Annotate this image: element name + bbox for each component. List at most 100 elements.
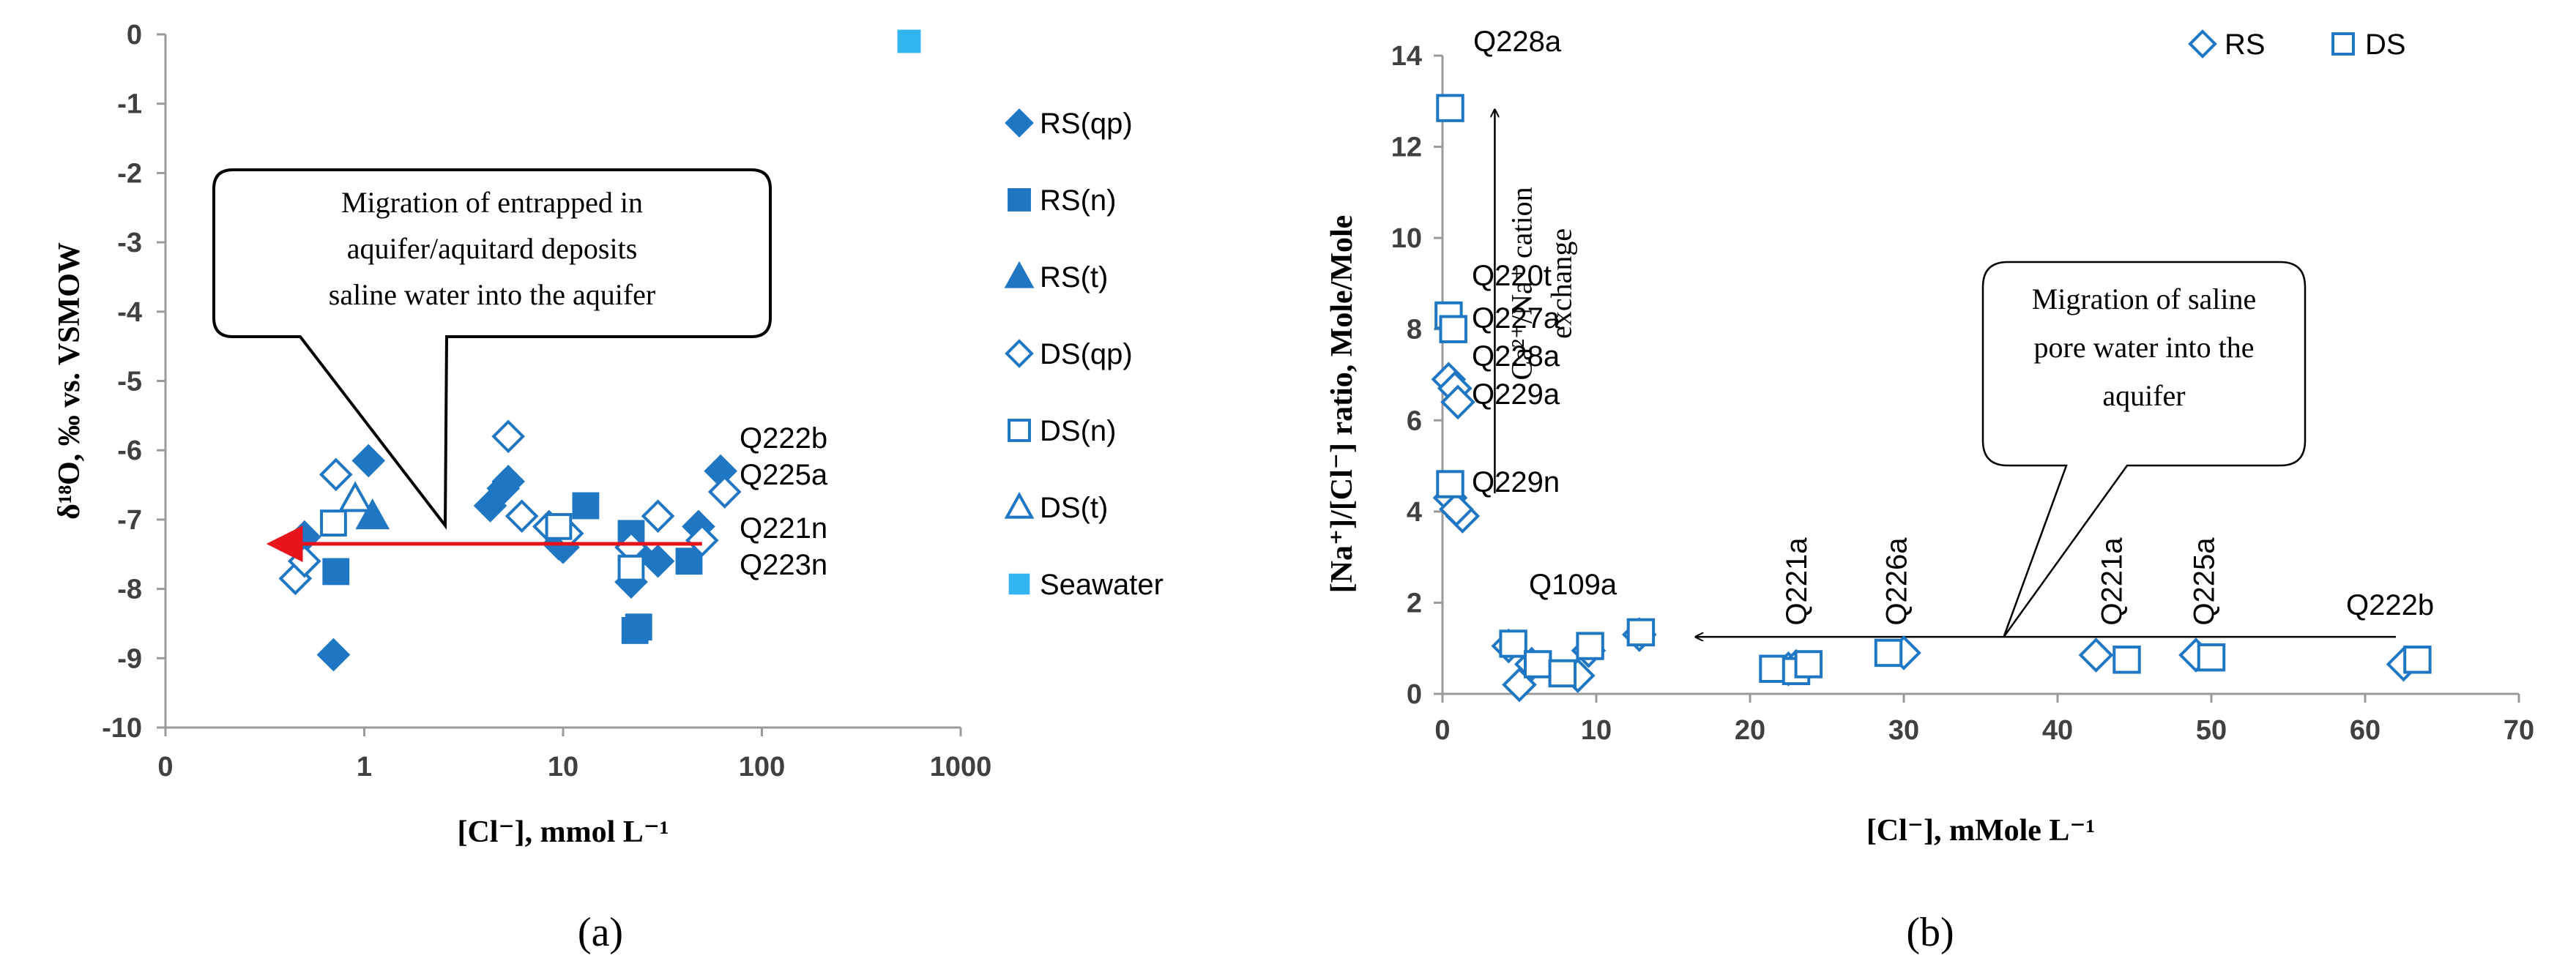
panel-a-point-label: Q223n (740, 549, 827, 581)
panel-a-callout-text: saline water into the aquifer (329, 278, 655, 311)
panel-b-y-tick-label: 10 (1391, 223, 1422, 254)
panel-a-point-seawater (897, 29, 921, 53)
panel-a-legend-marker-rs-n (1008, 188, 1031, 212)
panel-a-point-rs-qp (316, 638, 351, 672)
panel-a-callout-text: aquifer/aquitard deposits (347, 232, 638, 265)
panel-b-y-tick-label: 6 (1407, 405, 1422, 436)
panel-b-point-label: Q220t (1472, 260, 1552, 292)
panel-b-y-axis-label: [Na⁺]/[Cl⁻] ratio, Mole/Mole (1325, 215, 1359, 594)
panel-b-x-tick-label: 20 (1735, 715, 1765, 746)
panel-b-chart: 0 2 4 6 8 10 12 14 0 10 20 30 40 50 60 70 [Cl⁻], mMole L… (1325, 26, 2534, 955)
panel-b-cation-text: Ca²⁺/Na⁺ cation (1505, 187, 1538, 380)
panel-b-point-ds (1759, 654, 1787, 683)
panel-b-legend-marker-rs (2188, 29, 2217, 59)
panel-a-legend-label: Seawater (1040, 569, 1164, 601)
panel-b-point-ds (1436, 94, 1464, 122)
panel-a-legend-marker-ds-n (1008, 419, 1031, 442)
panel-b-point-label: Q222b (2346, 589, 2434, 621)
panel-a-y-tick-label: -9 (117, 643, 142, 674)
panel-a-point-ds-n (320, 509, 347, 537)
panel-b-y-tick-label: 14 (1391, 41, 1422, 72)
panel-b-x-tick-label: 0 (1434, 715, 1450, 746)
panel-a-x-tick-label: 10 (548, 752, 578, 782)
panel-a-y-tick-label: -4 (117, 297, 142, 328)
panel-b-x-tick-label: 60 (2350, 715, 2380, 746)
panel-b-point-label: Q229a (1472, 378, 1560, 411)
panel-a-point-rs-qp (641, 544, 675, 578)
panel-b-point-label: Q229n (1472, 466, 1560, 498)
panel-b-point-ds (1626, 618, 1656, 647)
panel-b-callout-text: pore water into the (2034, 331, 2255, 364)
panel-a-legend-label: RS(n) (1040, 184, 1116, 217)
panel-a-point-label: Q221n (740, 512, 827, 545)
panel-b-x-tick-label: 30 (1888, 715, 1919, 746)
panel-b-legend-label: RS (2225, 29, 2266, 61)
panel-a-callout-box (212, 168, 772, 530)
panel-a-legend-label: DS(qp) (1040, 338, 1133, 370)
panel-a-y-tick-label: 0 (127, 20, 142, 51)
panel-a-x-tick-label: 100 (739, 752, 785, 782)
panel-a-point-rs-t (355, 498, 390, 530)
panel-a-x-tick-label: 1000 (930, 752, 992, 782)
panel-a-point-ds-qp (319, 457, 353, 492)
panel-b-point-ds (1523, 650, 1552, 678)
panel-a-x-tick-label: 0 (157, 752, 173, 782)
panel-a-point-rs-n (675, 547, 703, 575)
panel-b-y-tick-label: 8 (1407, 315, 1422, 345)
panel-b-point-rs (2078, 638, 2114, 673)
panel-b-point-ds (1436, 470, 1464, 498)
panel-a-point-ds-n (617, 554, 645, 582)
panel-a-chart: 0 -1 -2 -3 -4 -5 -6 -7 -8 -9 -10 0 1 10 100 1000 [Cl⁻], … (53, 20, 1164, 955)
panel-b-point-label: Q227a (1472, 302, 1560, 334)
panel-b-point-label: Q228a (1472, 340, 1560, 373)
panel-a-callout-text: Migration of entrapped in (341, 186, 643, 219)
panel-a-point-ds-qp (491, 419, 525, 454)
panel-a-x-tick-label: 1 (357, 752, 372, 782)
panel-b-y-tick-label: 2 (1407, 588, 1422, 618)
panel-b-point-ds (1499, 629, 1527, 658)
panel-b-y-tick-label: 4 (1407, 497, 1422, 528)
panel-b-point-label: Q221a (1781, 537, 1813, 626)
panel-a-y-tick-label: -3 (117, 228, 142, 258)
panel-b-point-ds (1576, 632, 1604, 660)
panel-b-callout-text: aquifer (2102, 379, 2185, 412)
panel-a-legend-marker-seawater (1008, 573, 1030, 595)
panel-a-y-tick-label: -2 (117, 158, 142, 189)
panel-a-point-ds-qp (707, 475, 742, 509)
panel-b-callout-box (1981, 261, 2307, 638)
panel-b-point-ds (1794, 650, 1823, 678)
panel-b-point-label: Q226a (1881, 537, 1913, 626)
panel-a-y-axis-label: δ¹⁸O, ‰ vs. VSMOW (53, 242, 86, 520)
panel-b-point-label: Q109a (1529, 569, 1618, 601)
panel-b-point-label: Q228a (1473, 26, 1562, 58)
panel-a-point-rs-n (322, 558, 350, 586)
panel-b-y-tick-label: 0 (1407, 679, 1422, 710)
panel-a-y-tick-label: -10 (102, 713, 142, 744)
panel-b-y-tick-label: 12 (1391, 132, 1422, 163)
panel-a-point-ds-qp (685, 523, 719, 558)
panel-a-point-rs-n (572, 492, 600, 520)
panel-a-legend-marker-ds-qp (1005, 339, 1034, 368)
panel-a-point-label: Q222b (740, 422, 827, 455)
panel-a-y-tick-label: -7 (117, 505, 142, 536)
panel-a-point-ds-n (545, 512, 573, 540)
panel-a-legend-label: DS(t) (1040, 492, 1108, 524)
panel-b-point-ds (2112, 646, 2141, 674)
panel-b-label: (b) (1906, 910, 1954, 955)
panel-a-y-tick-label: -5 (117, 367, 142, 397)
panel-b-point-rs (1440, 384, 1475, 420)
panel-a-legend-marker-rs-t (1004, 261, 1035, 288)
panel-b-legend-marker-ds (2331, 32, 2355, 56)
panel-a-y-tick-label: -8 (117, 575, 142, 605)
panel-a-label: (a) (578, 910, 623, 955)
panel-b-x-tick-label: 40 (2042, 715, 2073, 746)
panel-a-legend-label: DS(n) (1040, 415, 1116, 447)
panel-b-point-ds (2403, 646, 2432, 674)
panel-b-legend-label: DS (2365, 29, 2406, 61)
panel-a-x-axis-label: [Cl⁻], mmol L⁻¹ (457, 815, 669, 849)
panel-a-legend-label: RS(t) (1040, 261, 1108, 294)
panel-a-point-ds-qp (505, 499, 539, 533)
panel-a-point-rs-qp (351, 444, 386, 478)
panel-b-x-tick-label: 50 (2196, 715, 2227, 746)
